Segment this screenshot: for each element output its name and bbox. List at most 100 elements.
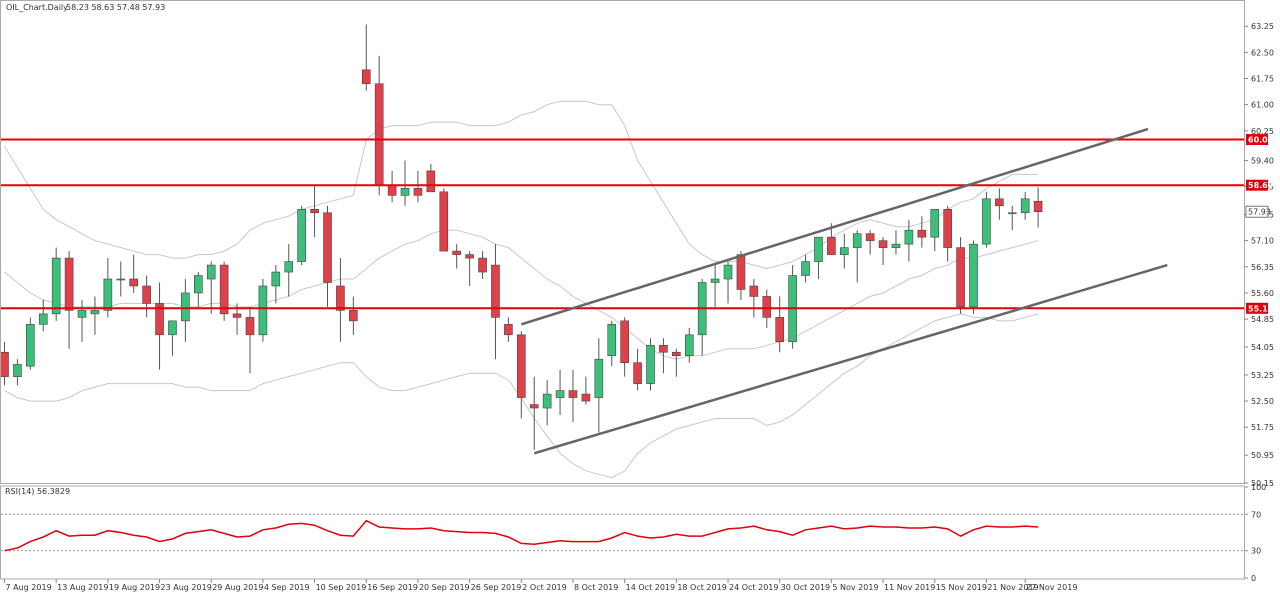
time-axis-label: 7 Aug 2019 — [6, 583, 52, 592]
price-axis-label: 57.10 — [1251, 237, 1274, 246]
time-axis-label: 29 Aug 2019 — [212, 583, 263, 592]
bullish-candle — [38, 313, 48, 325]
bearish-candle — [995, 198, 1004, 207]
time-axis-label: 23 Aug 2019 — [161, 583, 212, 592]
bullish-candle — [400, 188, 410, 196]
time-axis-label: 13 Aug 2019 — [57, 583, 108, 592]
price-axis-label: 62.50 — [1251, 48, 1274, 57]
bearish-candle — [0, 351, 9, 377]
bearish-candle — [633, 362, 642, 384]
bullish-candle — [542, 393, 552, 409]
bearish-candle — [672, 351, 681, 357]
bullish-candle — [839, 247, 849, 255]
bearish-candle — [374, 83, 384, 186]
main-panel-frame — [0, 0, 1245, 484]
bullish-candle — [271, 271, 281, 287]
bearish-candle — [232, 313, 242, 318]
bearish-candle — [827, 236, 836, 255]
bullish-candle — [194, 275, 203, 294]
chart-title: OIL_Chart.Daily — [6, 3, 68, 12]
bullish-candle — [684, 334, 694, 357]
time-axis-label: 19 Aug 2019 — [109, 583, 160, 592]
bearish-candle — [310, 208, 319, 214]
bullish-candle — [13, 364, 22, 377]
level-tag-text: 60.00 — [1248, 136, 1274, 145]
time-axis-label: 16 Sep 2019 — [367, 583, 418, 592]
bullish-candle — [103, 278, 113, 311]
price-axis-label: 63.25 — [1251, 22, 1274, 31]
price-axis-label: 52.50 — [1251, 397, 1274, 406]
bearish-candle — [245, 317, 255, 336]
time-axis-label: 4 Sep 2019 — [264, 583, 310, 592]
bearish-candle — [413, 188, 423, 196]
bullish-candle — [555, 390, 565, 398]
bullish-candle — [982, 198, 991, 245]
bullish-candle — [1007, 212, 1017, 215]
price-axis-label: 61.00 — [1251, 101, 1274, 110]
bullish-candle — [607, 324, 617, 357]
bullish-candle — [77, 310, 87, 318]
price-axis-label: 55.60 — [1251, 289, 1274, 298]
bullish-candle — [710, 278, 720, 283]
time-axis-label: 14 Oct 2019 — [626, 583, 675, 592]
bearish-candle — [465, 254, 474, 259]
bearish-candle — [581, 393, 591, 402]
bullish-candle — [168, 320, 177, 336]
ohlc-readout: 58.23 58.63 57.48 57.93 — [66, 3, 165, 12]
bearish-candle — [878, 240, 888, 248]
price-axis-label: 53.25 — [1251, 371, 1274, 380]
bearish-candle — [219, 264, 229, 315]
bearish-candle — [749, 285, 759, 297]
bearish-candle — [659, 344, 668, 353]
time-axis-label: 18 Oct 2019 — [677, 583, 726, 592]
time-axis-label: 30 Oct 2019 — [781, 583, 830, 592]
rsi-label: RSI(14) 56.3829 — [5, 487, 70, 496]
bullish-candle — [723, 264, 733, 280]
time-axis-label: 10 Sep 2019 — [316, 583, 367, 592]
bullish-candle — [297, 208, 306, 262]
last-price-text: 57.93 — [1248, 208, 1271, 217]
price-axis-label: 50.95 — [1251, 451, 1274, 460]
bearish-candle — [736, 254, 746, 290]
level-price-tag: 58.69 — [1246, 179, 1274, 191]
bollinger-upper-band — [4, 100, 1039, 270]
level-tag-text: 58.69 — [1248, 181, 1274, 190]
bullish-candle — [969, 243, 978, 308]
price-axis-label: 61.75 — [1251, 75, 1274, 84]
price-axis-label: 50.15 — [1251, 479, 1274, 488]
price-axis-label: 51.75 — [1251, 423, 1274, 432]
bullish-candle — [646, 344, 655, 384]
time-axis-label: 2 Oct 2019 — [522, 583, 566, 592]
bearish-candle — [155, 303, 164, 336]
bearish-candle — [491, 264, 500, 318]
time-axis-label: 26 Sep 2019 — [471, 583, 522, 592]
bullish-candle — [801, 261, 810, 276]
price-axis-label: 56.35 — [1251, 263, 1274, 272]
bullish-candle — [90, 310, 100, 315]
time-axis-label: 11 Nov 2019 — [884, 583, 935, 592]
level-price-tag: 60.00 — [1246, 134, 1274, 146]
last-price-bg — [1245, 205, 1269, 218]
bullish-candle — [891, 243, 901, 248]
bearish-candle — [917, 229, 927, 238]
time-axis-label: 5 Nov 2019 — [832, 583, 878, 592]
bearish-candle — [775, 317, 785, 343]
price-axis-label: 54.05 — [1251, 343, 1274, 352]
level-price-tag: 55.16 — [1246, 302, 1274, 314]
time-axis-label: 15 Nov 2019 — [936, 583, 987, 592]
time-axis-label: 27 Nov 2019 — [1026, 583, 1077, 592]
bearish-candle — [323, 212, 332, 283]
rsi-panel-frame — [0, 485, 1245, 580]
bearish-candle — [64, 257, 74, 311]
price-axis-label: 54.85 — [1251, 315, 1274, 324]
rsi-line — [4, 519, 1039, 552]
bearish-candle — [426, 170, 436, 193]
bullish-candle — [206, 264, 216, 280]
bullish-candle — [814, 236, 823, 262]
bearish-candle — [361, 69, 371, 85]
bearish-candle — [452, 250, 462, 255]
bullish-candle — [1020, 198, 1030, 214]
time-axis-label: 21 Nov 2019 — [987, 583, 1038, 592]
